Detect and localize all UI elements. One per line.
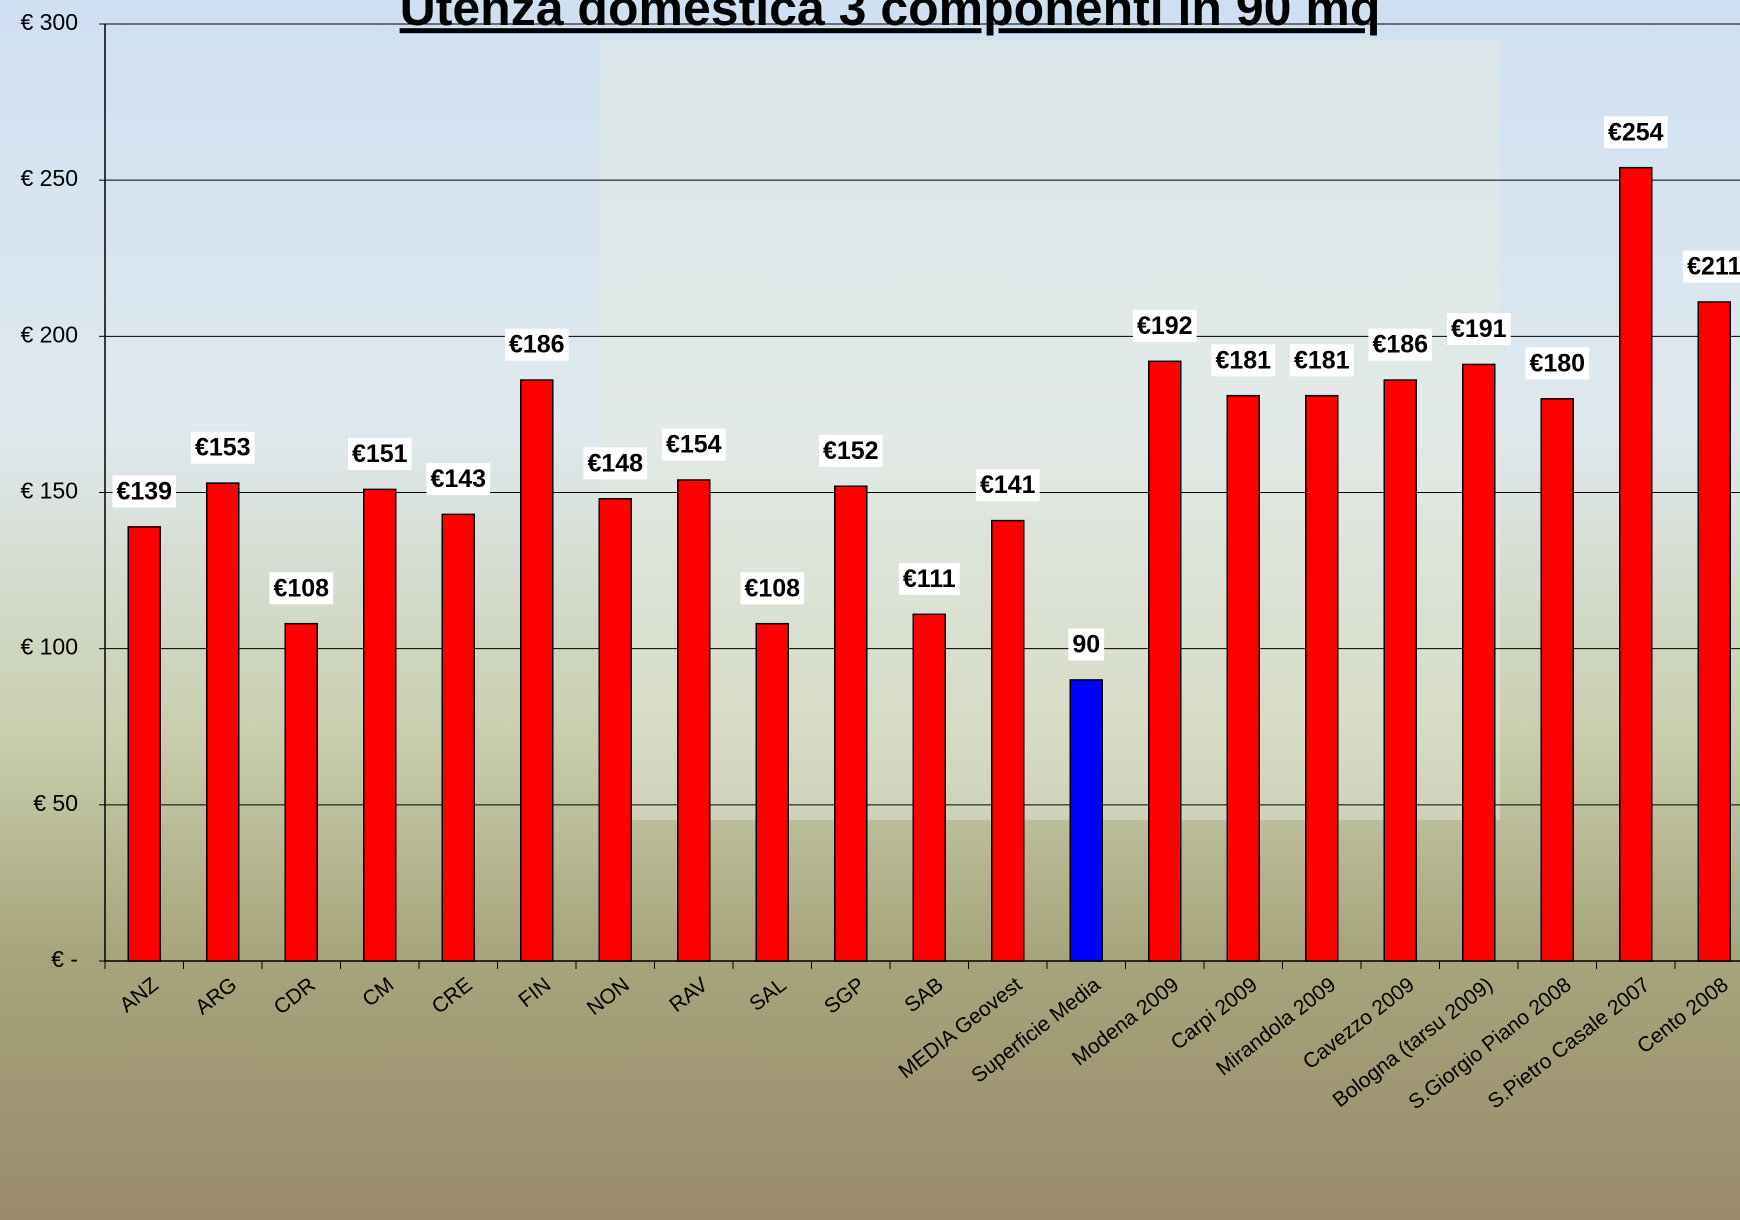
bar (1306, 396, 1338, 961)
value-label: €191 (1451, 315, 1507, 343)
value-label-group: €254 (1604, 116, 1668, 148)
y-tick-label: € - (51, 946, 78, 972)
value-label: €186 (509, 331, 565, 359)
bar (1384, 380, 1416, 961)
bar (992, 521, 1024, 961)
bar (521, 380, 553, 961)
bar (1541, 399, 1573, 961)
value-label: €211 (1687, 253, 1740, 281)
value-label: €148 (587, 449, 643, 477)
x-tick-label: RAV (665, 973, 712, 1017)
value-label: €186 (1372, 331, 1428, 359)
value-label-group: €186 (505, 329, 569, 361)
value-label-group: €143 (426, 463, 490, 495)
bar (364, 489, 396, 961)
bar (835, 486, 867, 961)
value-label: €154 (666, 431, 722, 459)
value-label-group: €152 (819, 435, 883, 467)
x-tick-label: ARG (191, 973, 241, 1019)
value-label: €153 (195, 434, 251, 462)
x-tick-label: ANZ (115, 973, 162, 1017)
value-label: €181 (1294, 346, 1350, 374)
x-tick-label: CRE (428, 973, 477, 1018)
x-tick-label: SGP (820, 973, 869, 1018)
value-label: €152 (823, 437, 879, 465)
bar (1698, 302, 1730, 961)
value-label-group: €148 (583, 447, 647, 479)
value-label-group: €153 (191, 432, 255, 464)
x-tick-label: CDR (270, 973, 320, 1019)
value-label-group: €151 (348, 438, 412, 470)
value-label-group: €181 (1290, 344, 1354, 376)
bar (1620, 168, 1652, 961)
y-tick-label: € 200 (20, 321, 78, 347)
value-label: €143 (430, 465, 486, 493)
value-label-group: €180 (1525, 347, 1589, 379)
value-label: €141 (980, 471, 1036, 499)
value-label: €181 (1215, 346, 1271, 374)
value-label: €254 (1608, 118, 1664, 146)
value-label: €111 (903, 565, 956, 593)
value-label-group: €181 (1211, 344, 1275, 376)
value-label-group: €192 (1133, 310, 1197, 342)
value-label-group: €154 (662, 429, 726, 461)
bar (207, 483, 239, 961)
bar (1070, 680, 1102, 961)
value-label: €108 (744, 574, 800, 602)
value-label-group: €141 (976, 469, 1040, 501)
value-label: €139 (116, 477, 172, 505)
chart: Utenza domestica 3 componenti in 90 mq €… (0, 0, 1740, 1220)
bar (285, 624, 317, 961)
value-label: €180 (1529, 349, 1585, 377)
page: Utenza domestica 3 componenti in 90 mq €… (0, 0, 1740, 1220)
chart-title: Utenza domestica 3 componenti in 90 mq (400, 0, 1381, 36)
y-tick-label: € 50 (33, 790, 78, 816)
y-tick-label: € 250 (20, 165, 78, 191)
value-label-group: 90 (1068, 629, 1104, 661)
bar (678, 480, 710, 961)
y-tick-label: € 300 (20, 9, 78, 35)
bar (128, 527, 160, 961)
value-label-group: €108 (740, 572, 804, 604)
value-label: €108 (273, 574, 329, 602)
x-tick-label: SAL (745, 973, 790, 1016)
x-tick-label: SAB (900, 973, 947, 1017)
bar (442, 514, 474, 961)
background-photo (600, 40, 1500, 820)
value-label-group: €139 (112, 475, 176, 507)
value-label: €151 (352, 440, 408, 468)
bar (1463, 364, 1495, 961)
value-label-group: €111 (899, 563, 960, 595)
x-tick-label: NON (583, 973, 634, 1020)
y-tick-label: € 150 (20, 478, 78, 504)
value-label-group: €108 (269, 572, 333, 604)
bar (756, 624, 788, 961)
y-tick-label: € 100 (20, 634, 78, 660)
x-tick-label: CM (358, 973, 398, 1011)
value-label: €192 (1137, 312, 1193, 340)
value-label: 90 (1072, 631, 1100, 659)
bar (1149, 361, 1181, 961)
value-label-group: €211 (1683, 251, 1740, 283)
value-label-group: €191 (1447, 313, 1511, 345)
x-tick-label: Superficie Media (967, 973, 1105, 1088)
bar (1227, 396, 1259, 961)
value-label-group: €186 (1368, 329, 1432, 361)
bar (599, 499, 631, 961)
bar (913, 614, 945, 961)
x-tick-label: FIN (514, 973, 555, 1012)
